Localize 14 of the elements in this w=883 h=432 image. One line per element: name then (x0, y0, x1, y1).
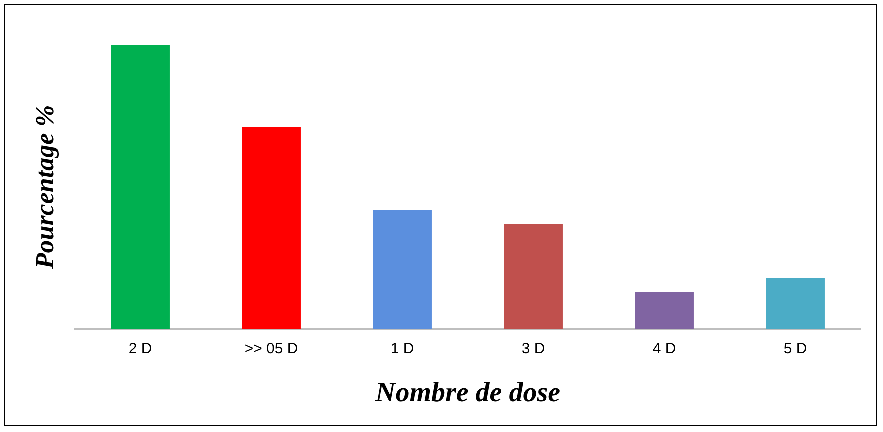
bar (635, 292, 694, 330)
x-axis-title: Nombre de dose (374, 377, 561, 408)
x-tick-label: 5 D (784, 340, 808, 358)
x-tick-label: 2 D (128, 340, 152, 358)
y-axis-title: Pourcentage % (30, 105, 60, 270)
x-tick-label: 3 D (522, 340, 546, 358)
x-tick-label: >> 05 D (244, 340, 298, 358)
bar (111, 45, 170, 330)
x-tick-label: 1 D (390, 340, 414, 358)
bar (242, 127, 301, 330)
bar (504, 224, 563, 330)
bar (373, 210, 432, 330)
bar (766, 278, 825, 330)
x-tick-label: 4 D (652, 340, 676, 358)
